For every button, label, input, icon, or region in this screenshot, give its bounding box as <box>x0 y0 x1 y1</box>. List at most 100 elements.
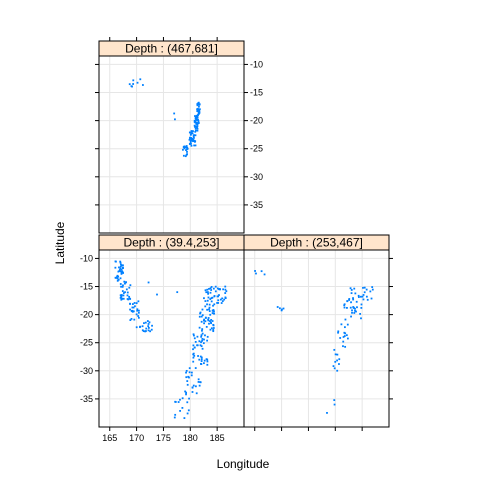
data-point <box>212 329 215 331</box>
data-point <box>143 322 145 325</box>
data-point <box>125 288 128 291</box>
data-point <box>191 391 194 393</box>
data-point <box>348 299 350 301</box>
data-point <box>204 334 206 337</box>
data-point <box>206 339 209 342</box>
data-point <box>219 298 222 301</box>
data-point <box>225 290 228 293</box>
data-point <box>179 409 182 412</box>
data-point <box>199 381 202 384</box>
data-point <box>134 305 136 308</box>
data-point <box>192 140 194 143</box>
data-point <box>343 335 346 337</box>
data-point <box>217 295 220 298</box>
data-point <box>194 134 197 137</box>
data-point <box>174 413 177 416</box>
data-point <box>190 371 193 374</box>
data-point <box>196 126 198 129</box>
data-point <box>209 298 212 300</box>
data-point <box>133 318 136 321</box>
data-point <box>190 144 193 147</box>
data-point <box>337 330 340 333</box>
data-point <box>338 363 340 365</box>
data-point <box>350 315 352 318</box>
data-point <box>156 293 158 296</box>
data-point <box>224 288 227 291</box>
data-point <box>188 367 191 370</box>
data-point <box>224 296 227 299</box>
x-tick-label: 165 <box>102 433 117 443</box>
data-point <box>120 298 123 301</box>
data-point <box>119 261 122 264</box>
data-point <box>343 306 346 309</box>
data-point <box>120 294 123 296</box>
panel-border <box>98 249 245 428</box>
data-point <box>196 129 199 132</box>
data-point <box>183 417 186 419</box>
data-point <box>212 287 215 290</box>
data-point <box>351 309 353 312</box>
data-point <box>205 325 208 328</box>
data-point <box>200 341 202 344</box>
data-point <box>192 356 195 359</box>
data-point <box>346 306 348 309</box>
data-point <box>352 306 355 308</box>
data-point <box>186 150 188 153</box>
data-point <box>144 321 147 324</box>
data-point <box>129 284 132 287</box>
data-point <box>198 103 201 106</box>
data-point <box>344 326 346 329</box>
y-tick-label: -35 <box>80 394 93 404</box>
strip-background <box>243 234 390 251</box>
data-point <box>195 123 198 125</box>
data-point <box>203 318 206 321</box>
y-tick-label: -25 <box>80 338 93 348</box>
data-point <box>201 347 204 350</box>
data-point <box>366 298 369 301</box>
data-point <box>193 124 196 127</box>
data-point <box>199 312 201 315</box>
data-point <box>354 307 356 310</box>
data-point <box>199 311 202 314</box>
data-point <box>198 340 201 343</box>
data-point <box>120 295 123 298</box>
data-point <box>346 323 349 326</box>
y-tick-label: -15 <box>80 282 93 292</box>
data-point <box>206 360 209 363</box>
data-point <box>209 313 212 316</box>
data-point <box>185 149 187 152</box>
data-point <box>185 369 188 372</box>
data-point <box>188 138 191 141</box>
panel-border <box>98 55 245 234</box>
data-point <box>198 384 201 387</box>
data-point <box>200 345 203 348</box>
data-point <box>209 287 212 290</box>
data-point <box>190 137 192 139</box>
data-point <box>132 310 135 313</box>
data-point <box>362 294 365 296</box>
data-point <box>342 345 344 348</box>
data-point <box>132 83 135 85</box>
data-point <box>360 295 362 298</box>
data-point <box>135 302 138 305</box>
data-point <box>369 290 372 293</box>
data-point <box>357 296 360 298</box>
data-point <box>209 320 211 323</box>
data-point <box>339 337 342 339</box>
data-point <box>149 330 152 333</box>
data-point <box>208 306 211 309</box>
data-point <box>198 315 201 318</box>
data-point <box>185 145 188 148</box>
data-point <box>212 324 215 327</box>
data-point <box>343 303 346 306</box>
data-point <box>210 297 213 300</box>
data-point <box>210 322 213 325</box>
data-point <box>130 310 133 312</box>
data-point <box>333 367 336 370</box>
data-point <box>116 279 119 282</box>
data-point <box>207 317 210 319</box>
data-point <box>147 325 150 328</box>
data-point <box>186 146 189 149</box>
data-point <box>204 316 207 319</box>
data-point <box>208 322 210 325</box>
